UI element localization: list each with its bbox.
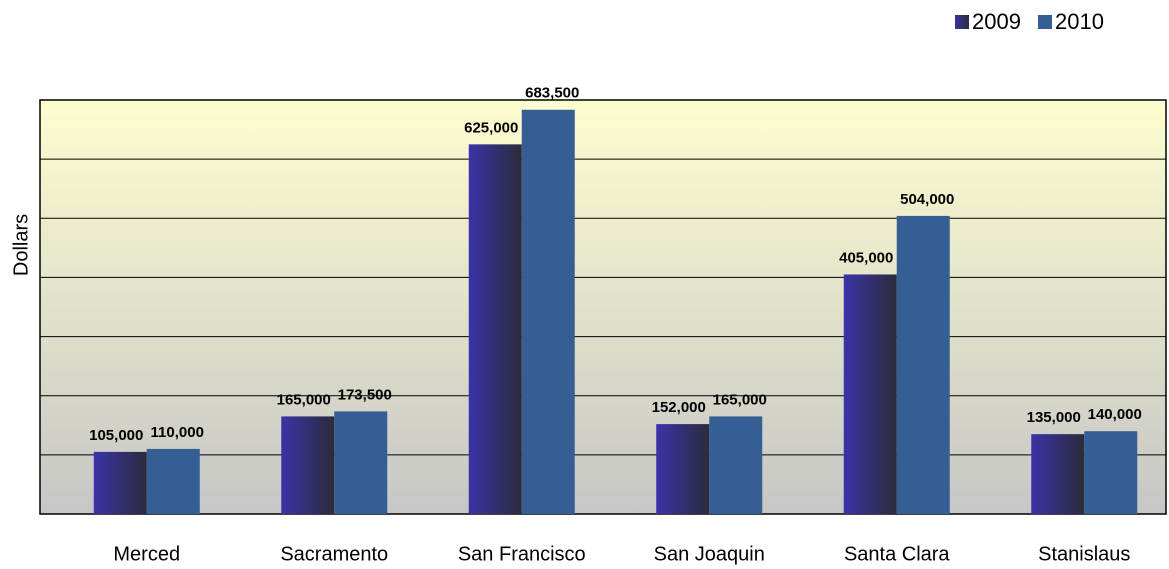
legend-swatch: [955, 15, 969, 29]
bar: [1031, 434, 1085, 514]
data-label: 165,000: [713, 391, 767, 408]
bar: [468, 144, 522, 514]
data-label: 110,000: [151, 424, 204, 441]
data-label: 135,000: [1027, 409, 1081, 426]
x-tick-label: Sacramento: [280, 543, 388, 565]
x-tick-label: San Joaquin: [654, 543, 765, 565]
legend-label: 2010: [1055, 9, 1104, 34]
data-label: 683,500: [525, 85, 579, 102]
data-label: 625,000: [464, 119, 518, 136]
data-label: 405,000: [839, 249, 893, 266]
data-label: 165,000: [277, 391, 331, 408]
x-tick-label: San Francisco: [458, 543, 586, 565]
x-tick-label: Merced: [113, 543, 180, 565]
bar: [1084, 431, 1138, 514]
data-label: 105,000: [89, 427, 143, 444]
legend-label: 2009: [972, 9, 1021, 34]
bar: [146, 448, 200, 514]
legend-swatch: [1038, 15, 1052, 29]
data-label: 173,500: [338, 386, 392, 403]
data-label: 140,000: [1088, 406, 1142, 423]
bar: [334, 411, 388, 514]
x-tick-label: Stanislaus: [1038, 543, 1130, 565]
x-tick-label: Santa Clara: [844, 543, 950, 565]
bar: [521, 109, 575, 514]
bar: [709, 416, 763, 514]
bar: [896, 215, 950, 515]
data-label: 504,000: [900, 191, 954, 208]
bar: [93, 451, 147, 514]
plot-area: [39, 99, 1167, 515]
y-axis-label: Dollars: [10, 214, 32, 276]
data-label: 152,000: [652, 399, 706, 416]
bar: [843, 274, 897, 514]
bar: [656, 424, 710, 514]
bar: [281, 416, 335, 514]
